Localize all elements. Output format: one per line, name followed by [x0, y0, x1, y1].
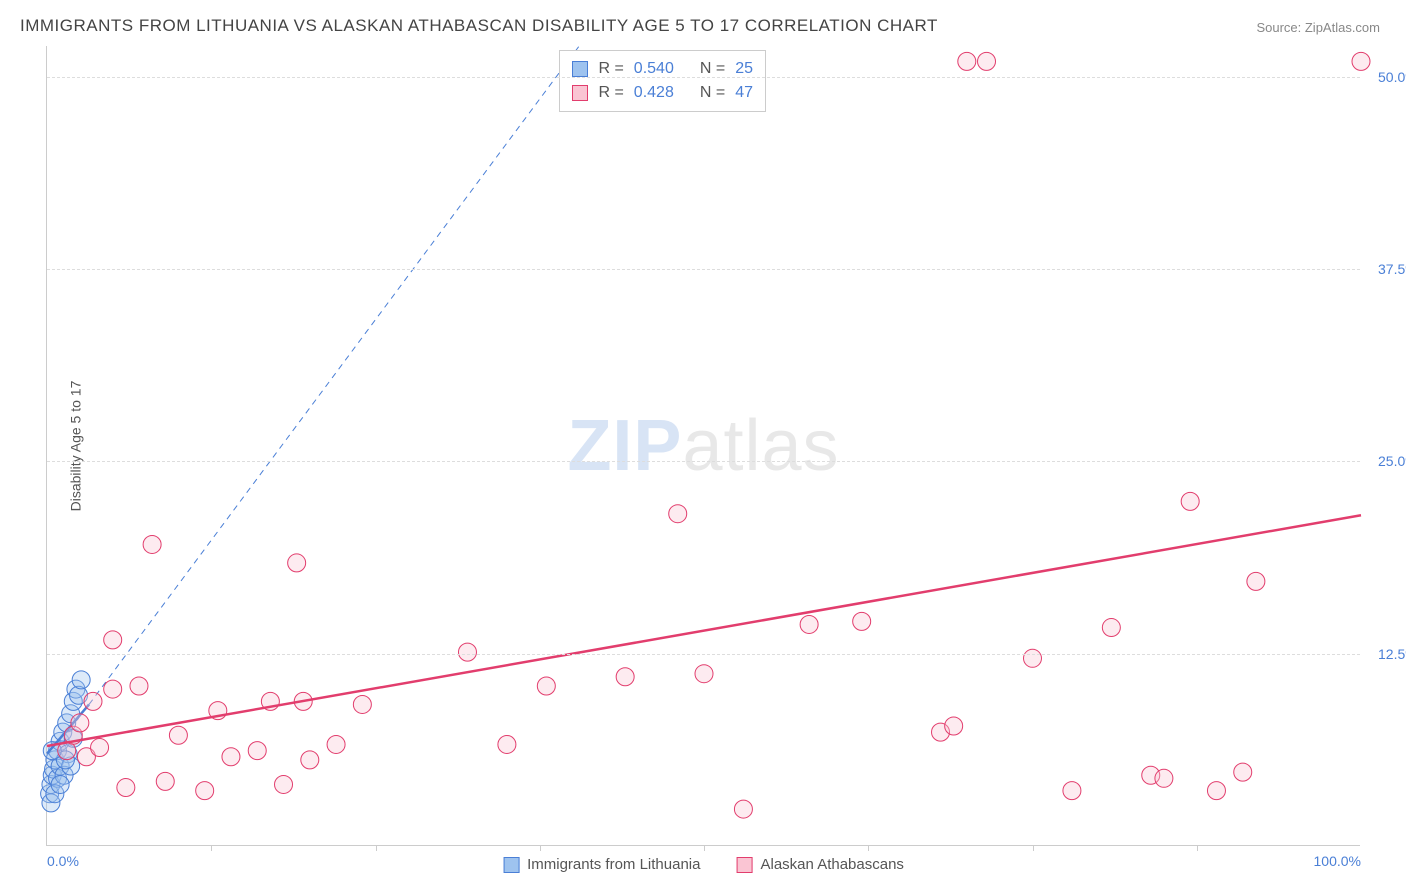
- x-legend-item-b: Alaskan Athabascans: [736, 856, 903, 873]
- swatch-series-a-bottom: [503, 857, 519, 873]
- y-tick-label: 25.0%: [1364, 453, 1406, 469]
- scatter-point: [72, 671, 90, 689]
- scatter-point: [1352, 52, 1370, 70]
- x-legend-label-b: Alaskan Athabascans: [760, 856, 903, 873]
- source-attribution: Source: ZipAtlas.com: [1256, 20, 1380, 35]
- scatter-point: [143, 535, 161, 553]
- scatter-point: [945, 717, 963, 735]
- scatter-point: [91, 739, 109, 757]
- x-tick-minor: [704, 845, 705, 851]
- scatter-point: [978, 52, 996, 70]
- scatter-point: [117, 779, 135, 797]
- correlation-legend-box: R = 0.540 N = 25 R = 0.428 N = 47: [559, 50, 766, 112]
- scatter-point: [288, 554, 306, 572]
- scatter-point: [51, 775, 69, 793]
- scatter-point: [669, 505, 687, 523]
- x-legend-label-a: Immigrants from Lithuania: [527, 856, 700, 873]
- scatter-point: [301, 751, 319, 769]
- trend-line: [47, 515, 1361, 746]
- gridline-h: [47, 654, 1360, 655]
- chart-title: IMMIGRANTS FROM LITHUANIA VS ALASKAN ATH…: [20, 16, 938, 36]
- x-tick-minor: [540, 845, 541, 851]
- x-tick-minor: [211, 845, 212, 851]
- chart-plot-area: ZIPatlas R = 0.540 N = 25 R = 0.428 N = …: [46, 46, 1360, 846]
- legend-n-value-a: 25: [735, 60, 753, 78]
- legend-r-label: R =: [598, 84, 623, 102]
- scatter-point: [537, 677, 555, 695]
- legend-row-series-b: R = 0.428 N = 47: [572, 81, 753, 105]
- source-value: ZipAtlas.com: [1305, 20, 1380, 35]
- x-tick-label: 0.0%: [47, 853, 79, 869]
- scatter-svg: [47, 46, 1360, 845]
- x-axis-legend: Immigrants from Lithuania Alaskan Athaba…: [503, 856, 904, 873]
- x-tick-minor: [376, 845, 377, 851]
- gridline-h: [47, 77, 1360, 78]
- scatter-point: [104, 631, 122, 649]
- legend-r-label: R =: [598, 60, 623, 78]
- scatter-point: [1102, 619, 1120, 637]
- swatch-series-a: [572, 61, 588, 77]
- x-tick-minor: [1033, 845, 1034, 851]
- scatter-point: [458, 643, 476, 661]
- scatter-point: [1247, 572, 1265, 590]
- scatter-point: [84, 692, 102, 710]
- legend-r-value-a: 0.540: [634, 60, 674, 78]
- scatter-point: [1181, 492, 1199, 510]
- scatter-point: [71, 714, 89, 732]
- scatter-point: [1063, 782, 1081, 800]
- legend-n-value-b: 47: [735, 84, 753, 102]
- scatter-point: [104, 680, 122, 698]
- scatter-point: [1207, 782, 1225, 800]
- scatter-point: [734, 800, 752, 818]
- scatter-point: [1234, 763, 1252, 781]
- x-legend-item-a: Immigrants from Lithuania: [503, 856, 700, 873]
- y-tick-label: 12.5%: [1364, 646, 1406, 662]
- scatter-point: [222, 748, 240, 766]
- legend-r-value-b: 0.428: [634, 84, 674, 102]
- trend-line-extension: [89, 46, 579, 704]
- scatter-point: [327, 735, 345, 753]
- scatter-point: [275, 775, 293, 793]
- x-tick-minor: [1197, 845, 1198, 851]
- scatter-point: [695, 665, 713, 683]
- legend-n-label: N =: [700, 84, 725, 102]
- source-label: Source:: [1256, 20, 1304, 35]
- y-tick-label: 37.5%: [1364, 261, 1406, 277]
- scatter-point: [169, 726, 187, 744]
- gridline-h: [47, 461, 1360, 462]
- x-tick-minor: [868, 845, 869, 851]
- scatter-point: [248, 742, 266, 760]
- x-tick-label: 100.0%: [1314, 853, 1361, 869]
- scatter-point: [1155, 769, 1173, 787]
- y-tick-label: 50.0%: [1364, 69, 1406, 85]
- swatch-series-b-bottom: [736, 857, 752, 873]
- scatter-point: [196, 782, 214, 800]
- scatter-point: [1024, 649, 1042, 667]
- swatch-series-b: [572, 85, 588, 101]
- legend-n-label: N =: [700, 60, 725, 78]
- scatter-point: [958, 52, 976, 70]
- gridline-h: [47, 269, 1360, 270]
- scatter-point: [156, 772, 174, 790]
- scatter-point: [498, 735, 516, 753]
- scatter-point: [130, 677, 148, 695]
- scatter-point: [853, 612, 871, 630]
- scatter-point: [353, 695, 371, 713]
- scatter-point: [800, 615, 818, 633]
- scatter-point: [616, 668, 634, 686]
